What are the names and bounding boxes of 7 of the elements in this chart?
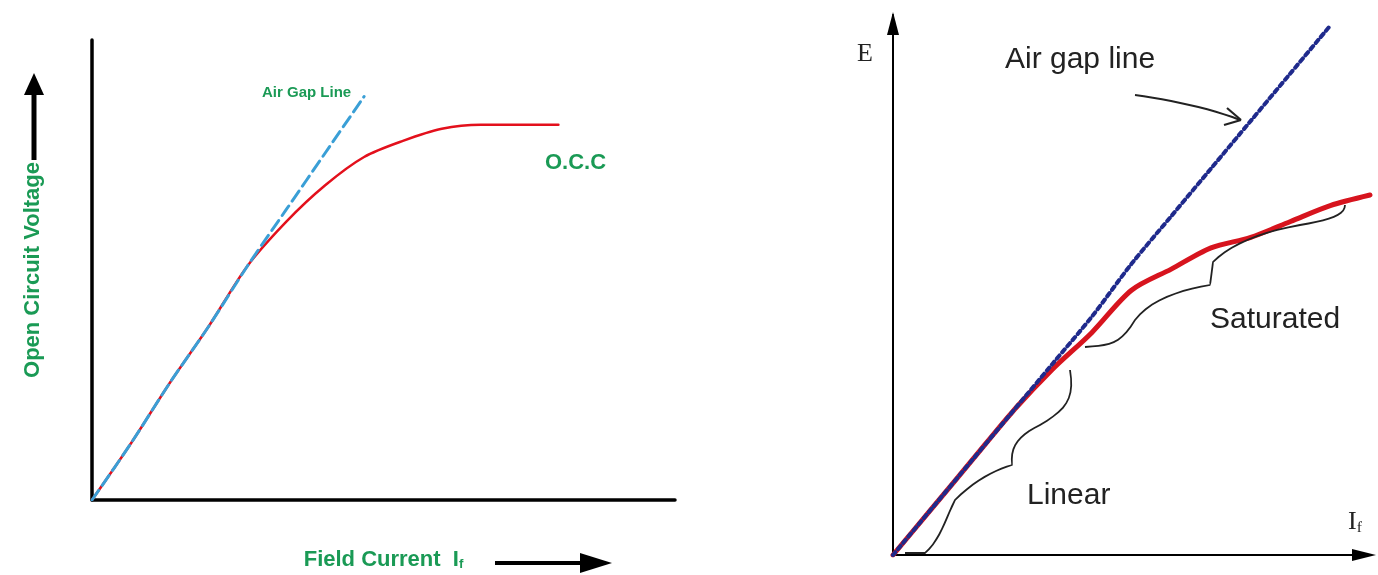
annotation: Saturated	[1210, 300, 1341, 334]
annotation: Linear	[1027, 476, 1111, 510]
text: Air gap line	[1005, 40, 1156, 74]
y-axis-title: E	[857, 37, 873, 67]
series-label: Air Gap Line	[262, 83, 352, 100]
y-axis-title: Open Circuit Voltage	[18, 162, 44, 378]
series-label: O.C.C	[545, 148, 607, 174]
